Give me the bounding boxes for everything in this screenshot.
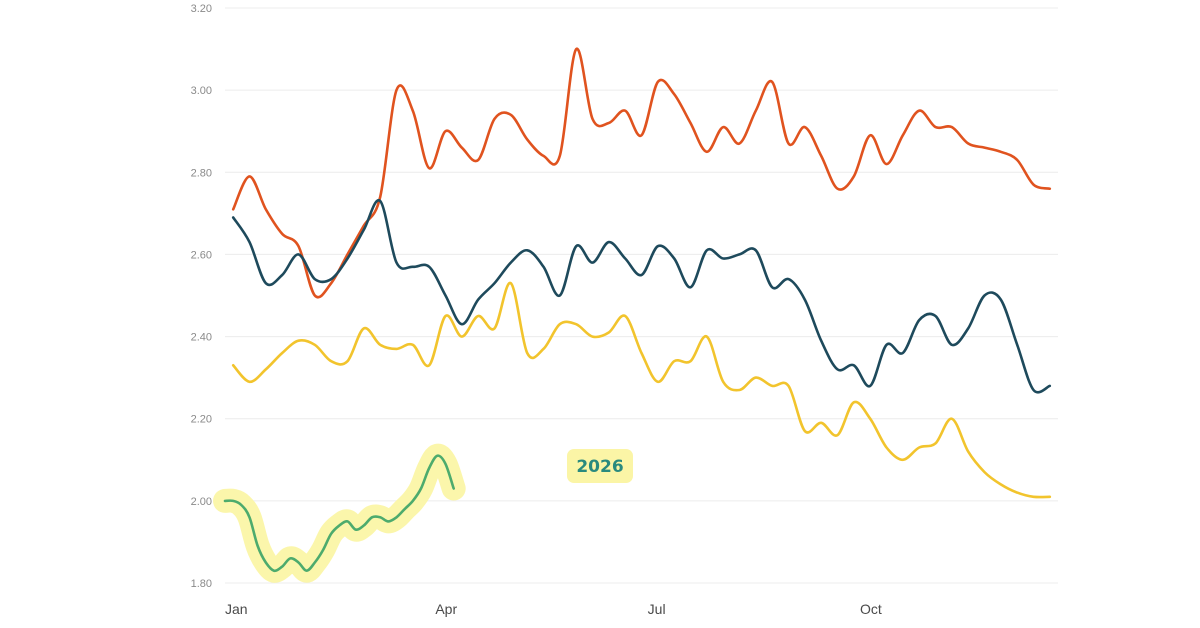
- x-tick-label: Jan: [225, 601, 248, 617]
- x-tick-label: Oct: [860, 601, 882, 617]
- x-tick-label: Jul: [648, 601, 666, 617]
- x-tick-label: Apr: [435, 601, 457, 617]
- x-axis-tick-labels: Jan Apr Jul Oct: [225, 601, 882, 617]
- annotation-label: 2026: [576, 457, 623, 477]
- y-axis-tick-labels: 1.80 2.00 2.20 2.40 2.60 2.80 3.00 3.20: [191, 3, 212, 590]
- series-2026-highlight: [213, 443, 466, 583]
- y-tick-label: 2.60: [191, 249, 212, 261]
- series-layer: [223, 47, 1052, 573]
- y-tick-label: 2.80: [191, 167, 212, 179]
- series-2026-line: [223, 454, 455, 573]
- highlight-glow-layer: [213, 443, 466, 583]
- y-tick-label: 3.00: [191, 85, 212, 97]
- y-tick-label: 2.00: [191, 496, 212, 508]
- y-tick-label: 3.20: [191, 3, 212, 15]
- series-orange-line: [231, 47, 1052, 299]
- series-yellow-line: [231, 281, 1052, 499]
- y-tick-label: 2.40: [191, 332, 212, 344]
- y-tick-label: 2.20: [191, 414, 212, 426]
- y-tick-label: 1.80: [191, 578, 212, 590]
- grid-layer: [225, 7, 1058, 584]
- annotation-badge: [567, 449, 633, 483]
- series-navy-line: [231, 198, 1052, 394]
- annotation-layer: 2026: [567, 449, 633, 483]
